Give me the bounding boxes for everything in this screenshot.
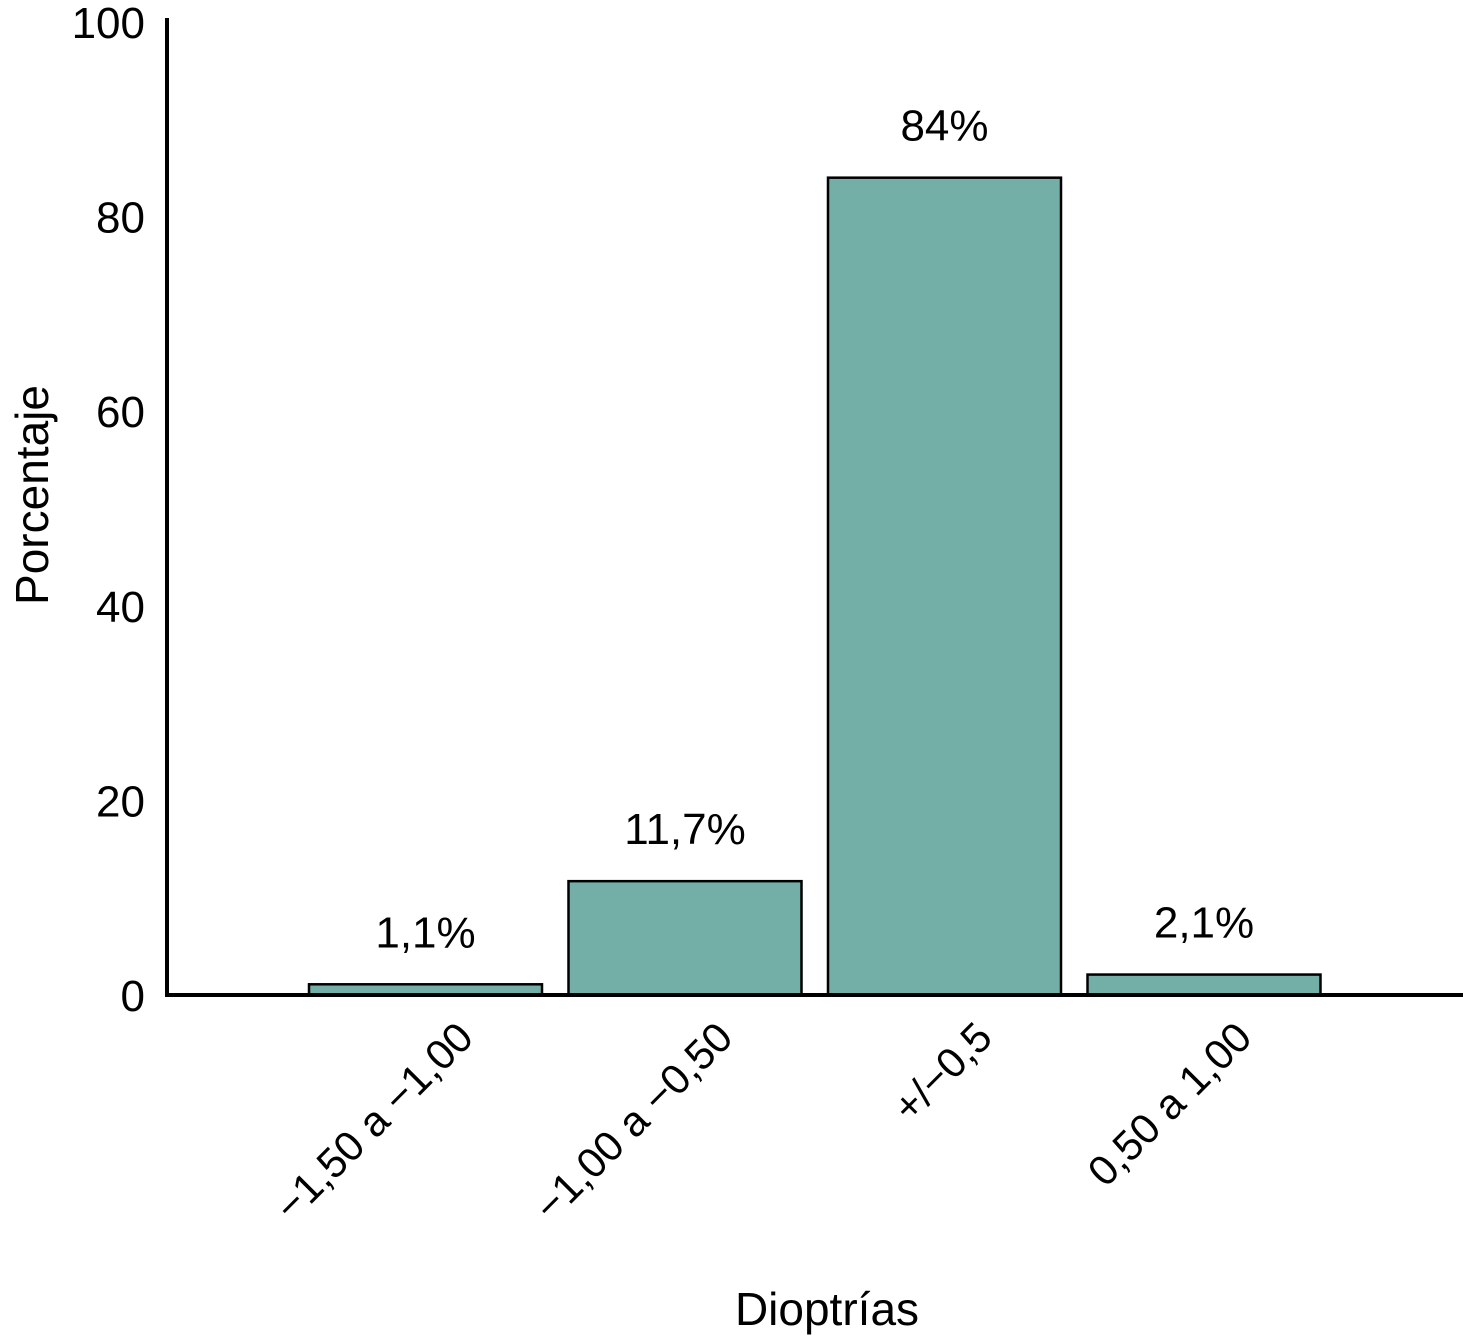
y-tick-label: 80 — [96, 194, 145, 243]
x-tick-label: −1,00 a −0,50 — [525, 1013, 742, 1230]
bar — [1086, 973, 1322, 997]
x-tick-label: −1,50 a −1,00 — [265, 1013, 482, 1230]
x-axis-title: Dioptrías — [735, 1283, 919, 1335]
bars-group — [307, 176, 1322, 997]
bar — [826, 176, 1063, 997]
y-tick-label: 40 — [96, 583, 145, 632]
y-axis-title: Porcentaje — [6, 385, 58, 605]
y-tick-label: 60 — [96, 388, 145, 437]
y-tick-label: 100 — [72, 0, 145, 48]
y-tick-label: 0 — [121, 972, 145, 1021]
data-label: 1,1% — [375, 908, 475, 957]
x-tick-label: 0,50 a 1,00 — [1079, 1013, 1261, 1195]
bar — [567, 879, 803, 997]
data-labels-group: 1,1% 11,7% 84% 2,1% — [375, 102, 1254, 958]
data-label: 2,1% — [1154, 899, 1254, 948]
y-tick-label: 20 — [96, 777, 145, 826]
x-tick-label: +/−0,5 — [883, 1013, 1000, 1130]
data-label: 84% — [900, 102, 988, 151]
y-tick-labels-group: 0 20 40 60 80 100 — [72, 0, 145, 1021]
x-tick-labels-group: −1,50 a −1,00 −1,00 a −0,50 +/−0,5 0,50 a 1… — [265, 1013, 1260, 1230]
data-label: 11,7% — [624, 805, 746, 854]
